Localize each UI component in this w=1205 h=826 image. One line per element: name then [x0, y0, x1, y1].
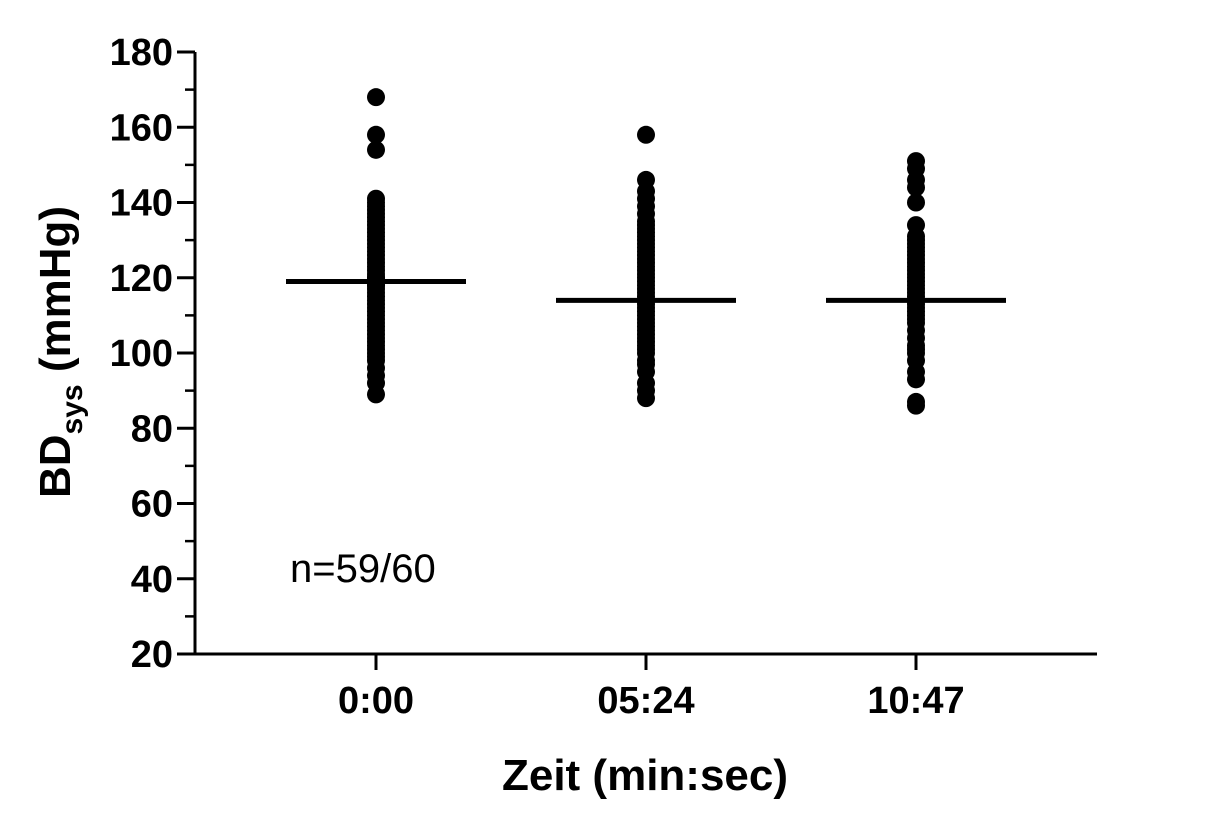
y-tick-label: 140	[110, 183, 173, 225]
sample-size-annotation: n=59/60	[290, 547, 436, 591]
data-point	[367, 189, 385, 208]
data-point	[907, 152, 925, 171]
y-tick-label: 60	[131, 484, 173, 526]
y-axis-title-subscript: sys	[56, 384, 89, 434]
y-tick-label: 80	[131, 408, 173, 450]
y-axis-title-main: BD	[31, 434, 80, 498]
x-tick-label: 0:00	[338, 680, 414, 722]
data-point	[367, 125, 385, 144]
data-points	[367, 88, 925, 415]
data-point	[907, 392, 925, 411]
y-axis: 20 40 60 80 100 120 140 160 180	[110, 32, 197, 676]
data-point	[367, 140, 385, 159]
data-point	[907, 193, 925, 212]
y-tick-label: 100	[110, 333, 173, 375]
y-tick-label: 180	[110, 32, 173, 74]
y-tick-label: 40	[131, 559, 173, 601]
data-point	[367, 88, 385, 107]
data-point	[637, 170, 655, 189]
x-tick-label: 10:47	[867, 680, 964, 722]
y-tick-label: 120	[110, 258, 173, 300]
y-tick-label: 20	[131, 634, 173, 676]
mean-lines	[286, 279, 1006, 303]
data-point	[907, 216, 925, 235]
y-axis-title-unit: (mmHg)	[31, 206, 80, 384]
y-tick-label: 160	[110, 107, 173, 149]
data-point	[637, 125, 655, 144]
x-axis: 0:00 05:24 10:47	[193, 652, 1097, 722]
x-axis-title: Zeit (min:sec)	[502, 751, 788, 800]
x-tick-label: 05:24	[597, 680, 694, 722]
y-axis-title: BDsys (mmHg)	[31, 206, 89, 498]
